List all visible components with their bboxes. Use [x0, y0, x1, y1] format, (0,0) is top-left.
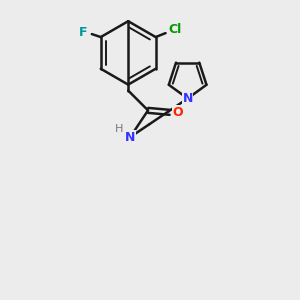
Text: Cl: Cl	[169, 22, 182, 36]
Text: N: N	[182, 92, 193, 105]
Text: N: N	[125, 130, 135, 144]
Text: O: O	[172, 106, 183, 119]
Text: H: H	[115, 124, 124, 134]
Text: F: F	[79, 26, 87, 39]
